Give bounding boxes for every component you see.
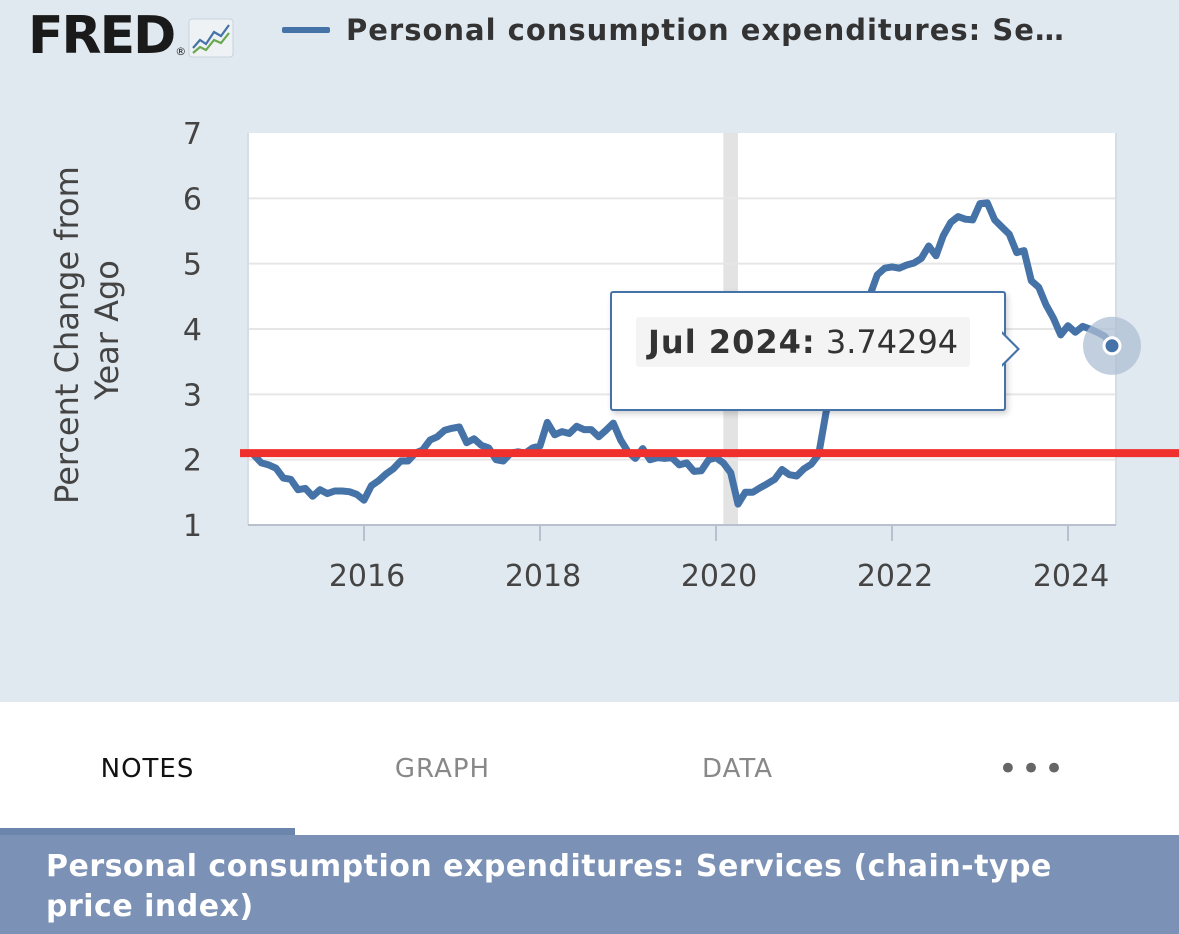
y-tick-label: 5 — [183, 248, 202, 283]
y-tick-label: 3 — [183, 378, 202, 413]
x-tick-label: 2022 — [857, 559, 933, 594]
tooltip-arrow-fill — [1001, 333, 1017, 365]
x-tick-label: 2024 — [1033, 559, 1109, 594]
y-tick-label: 7 — [183, 117, 202, 152]
registered-mark: ® — [175, 45, 187, 58]
y-tick-label: 6 — [183, 182, 202, 217]
fred-logo-text: FRED — [28, 6, 176, 66]
data-series — [250, 199, 1116, 508]
series-title: Personal consumption expenditures: Servi… — [46, 849, 1052, 924]
chart-logo-icon — [188, 18, 234, 58]
y-tick-label: 1 — [183, 509, 202, 544]
marker-point — [1102, 336, 1122, 356]
y-tick-label: 4 — [183, 313, 202, 348]
more-menu-button[interactable]: ••• — [885, 702, 1179, 835]
tab-data[interactable]: DATA — [702, 753, 773, 784]
hover-marker — [1083, 316, 1141, 375]
tooltip-content: Jul 2024: 3.74294 — [636, 317, 971, 367]
series-title-bar: Personal consumption expenditures: Servi… — [0, 835, 1179, 934]
x-axis-ticks: 2016 2018 2020 2022 2024 — [329, 525, 1109, 594]
tab-notes[interactable]: NOTES — [100, 753, 195, 784]
tooltip: Jul 2024: 3.74294 — [610, 291, 1006, 411]
x-tick-label: 2020 — [681, 559, 757, 594]
legend-label: Personal consumption expenditures: Se… — [346, 13, 1065, 47]
tooltip-value: 3.74294 — [825, 323, 959, 361]
tab-bar: NOTES GRAPH DATA ••• — [0, 702, 1179, 835]
chart-area: FRED ® Personal consumption expenditures… — [0, 0, 1179, 702]
y-axis-label: Percent Change from Year Ago — [48, 156, 126, 504]
y-axis-ticks: 1 2 3 4 5 6 7 — [183, 117, 202, 544]
tooltip-date: Jul 2024: — [648, 323, 816, 361]
fred-logo[interactable]: FRED ® — [28, 8, 234, 64]
tab-graph[interactable]: GRAPH — [394, 753, 491, 784]
legend-swatch — [282, 27, 330, 33]
more-icon: ••• — [997, 748, 1068, 789]
active-tab-indicator — [0, 828, 295, 835]
x-tick-label: 2016 — [329, 559, 405, 594]
series-line — [250, 199, 1116, 508]
chart-legend: Personal consumption expenditures: Se… — [282, 12, 1065, 48]
x-tick-label: 2018 — [505, 559, 581, 594]
y-tick-label: 2 — [183, 444, 202, 479]
